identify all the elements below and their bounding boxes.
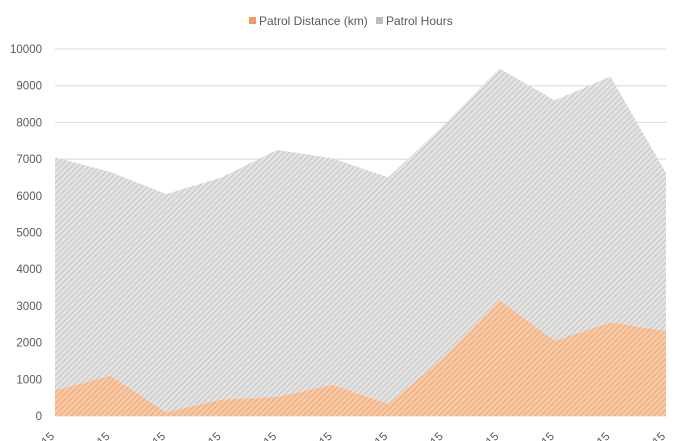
x-tick-label: 15 (317, 431, 335, 441)
y-tick-label: 4000 (16, 264, 42, 276)
y-tick-label: 6000 (16, 191, 42, 203)
y-tick-label: 5000 (16, 228, 42, 240)
y-tick-label: 8000 (16, 117, 42, 129)
x-tick-label: 15 (151, 431, 169, 441)
x-tick-label: 15 (373, 431, 391, 441)
y-tick-label: 1000 (16, 374, 42, 386)
x-tick-label: 15 (206, 431, 224, 441)
x-tick-label: 15 (539, 431, 557, 441)
x-axis-ticks: 15 15 15 15 15 15 15 15 15 15 15 15 (40, 431, 669, 441)
legend: Patrol Distance (km) Patrol Hours (249, 14, 453, 28)
x-tick-label: 15 (95, 431, 113, 441)
plot-area (55, 68, 666, 416)
y-tick-label: 9000 (16, 81, 42, 93)
y-tick-label: 0 (36, 411, 42, 423)
y-axis-ticks: 0 1000 2000 3000 4000 5000 6000 7000 8000 9000 100… (10, 44, 42, 423)
legend-swatch-patrol-distance (249, 17, 256, 24)
y-tick-label: 10000 (10, 44, 42, 56)
area-patrol-distance (55, 300, 666, 416)
area-patrol-hours (55, 68, 666, 413)
legend-label-patrol-hours: Patrol Hours (386, 14, 453, 28)
x-tick-label: 15 (40, 431, 58, 441)
x-tick-label: 15 (428, 431, 446, 441)
x-tick-label: 15 (484, 431, 502, 441)
x-tick-label: 15 (651, 431, 669, 441)
legend-label-patrol-distance: Patrol Distance (km) (259, 14, 368, 28)
x-tick-label: 15 (262, 431, 280, 441)
y-tick-label: 2000 (16, 338, 42, 350)
y-tick-label: 7000 (16, 154, 42, 166)
legend-swatch-patrol-hours (376, 17, 383, 24)
y-tick-label: 3000 (16, 301, 42, 313)
x-tick-label: 15 (595, 431, 613, 441)
